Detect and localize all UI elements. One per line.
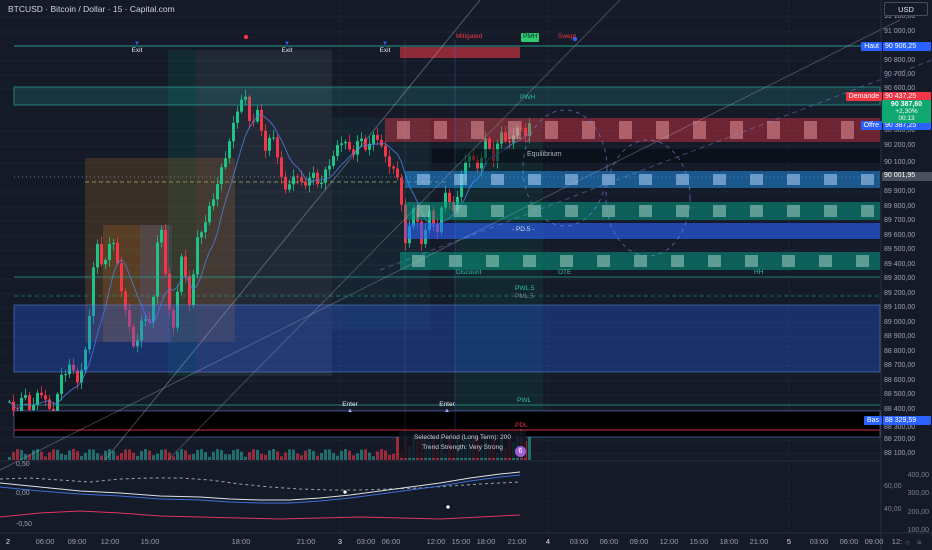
time-label: 03:00: [809, 537, 829, 546]
bid-value: 90 387,25: [883, 121, 931, 130]
time-label: 12:00: [100, 537, 120, 546]
price-tick: 90 300,00: [884, 127, 916, 134]
price-tick: 88 400,00: [884, 406, 916, 413]
time-label: 2: [5, 537, 11, 546]
price-tick: 88 300,00: [884, 424, 916, 431]
last-price-box: 90 387,60 +2,30% 00:13: [882, 100, 931, 123]
session-low-value: 88 329,59: [883, 416, 931, 425]
price-tick: 88 100,00: [884, 450, 916, 457]
indicator-tick-right: 300,00: [907, 490, 929, 497]
price-tick: 89 800,00: [884, 203, 916, 210]
time-label: 12:00: [426, 537, 446, 546]
oscillator-scale-tick: 0,00: [16, 490, 30, 497]
time-label: 03:00: [569, 537, 589, 546]
time-label: 03:00: [356, 537, 376, 546]
price-tick: 89 300,00: [884, 275, 916, 282]
time-label: 09:00: [864, 537, 884, 546]
symbol-title[interactable]: BTCUSD · Bitcoin / Dollar · 15 · Capital…: [8, 4, 175, 14]
time-label: 15:00: [451, 537, 471, 546]
last-price: 90 387,60: [890, 101, 923, 108]
price-tick: 90 700,00: [884, 71, 916, 78]
level-price-badge: 90 001,95: [882, 172, 932, 181]
time-label: 21:00: [507, 537, 527, 546]
price-tick: 90 100,00: [884, 159, 916, 166]
indicator-tick: 60,00: [884, 483, 902, 490]
time-label: 12:00: [659, 537, 679, 546]
price-tick: 89 900,00: [884, 188, 916, 195]
price-tick: 89 400,00: [884, 261, 916, 268]
info-line-period: Selected Period (Long Term): 200: [413, 434, 512, 441]
session-high-value: 90 906,25: [883, 42, 931, 51]
time-label: 12:: [891, 537, 903, 546]
price-tick: 91 100,00: [884, 13, 916, 20]
info-line-trend: Trend Strength: Very Strong: [422, 444, 503, 451]
price-tick: 89 100,00: [884, 304, 916, 311]
pane-resize-handle[interactable]: [0, 459, 880, 463]
indicator-tick-right: 100,00: [907, 527, 929, 534]
price-change-percent: +2,30%: [895, 108, 918, 115]
timezone-clock-icon[interactable]: ○: [905, 538, 910, 547]
ask-badge: Demande 90 437,25: [845, 92, 931, 101]
time-label: 06:00: [35, 537, 55, 546]
session-low-label: Bas: [863, 416, 882, 425]
signal-count-badge[interactable]: 6: [515, 446, 526, 457]
time-label: 06:00: [839, 537, 859, 546]
time-label: 18:00: [719, 537, 739, 546]
currency-unit-button[interactable]: USD: [884, 2, 928, 16]
time-label: 21:00: [749, 537, 769, 546]
time-label: 15:00: [689, 537, 709, 546]
indicator-tick-right: 400,00: [907, 472, 929, 479]
price-tick: 88 200,00: [884, 436, 916, 443]
price-tick: 90 200,00: [884, 142, 916, 149]
session-high-label: Haut: [861, 42, 882, 51]
time-label: 5: [786, 537, 792, 546]
indicator-tick: 40,00: [884, 506, 902, 513]
time-label: 18:00: [476, 537, 496, 546]
price-tick: 88 800,00: [884, 348, 916, 355]
session-high-badge: Haut 90 906,25: [861, 42, 931, 51]
bid-badge: Offre 90 387,25: [860, 121, 931, 130]
time-label: 06:00: [599, 537, 619, 546]
price-tick: 88 600,00: [884, 377, 916, 384]
price-tick: 88 700,00: [884, 362, 916, 369]
time-label: 09:00: [67, 537, 87, 546]
time-label: 09:00: [629, 537, 649, 546]
price-tick: 88 500,00: [884, 391, 916, 398]
price-tick: 89 700,00: [884, 217, 916, 224]
time-label: 21:00: [296, 537, 316, 546]
price-tick: 89 200,00: [884, 290, 916, 297]
ask-label: Demande: [845, 92, 882, 101]
time-label: 06:00: [381, 537, 401, 546]
session-low-badge: Bas 88 329,59: [863, 416, 931, 425]
indicator-tick-right: 200,00: [907, 509, 929, 516]
price-tick: 91 000,00: [884, 28, 916, 35]
price-tick: 89 000,00: [884, 319, 916, 326]
bid-label: Offre: [860, 121, 882, 130]
time-label: 4: [545, 537, 551, 546]
oscillator-scale-tick: -0,50: [16, 521, 32, 528]
time-label: 3: [337, 537, 343, 546]
time-label: 18:00: [231, 537, 251, 546]
price-tick: 88 900,00: [884, 333, 916, 340]
bar-countdown: 00:13: [898, 115, 915, 122]
indicator-info-box: Selected Period (Long Term): 200 Trend S…: [399, 431, 526, 458]
price-tick: 90 600,00: [884, 85, 916, 92]
chart-settings-icon[interactable]: ≡: [917, 538, 922, 547]
time-label: 15:00: [140, 537, 160, 546]
price-tick: 89 600,00: [884, 232, 916, 239]
oscillator-scale-tick: 0,50: [16, 461, 30, 468]
price-tick: 90 800,00: [884, 57, 916, 64]
price-tick: 89 500,00: [884, 246, 916, 253]
ask-value: 90 437,25: [883, 92, 931, 101]
